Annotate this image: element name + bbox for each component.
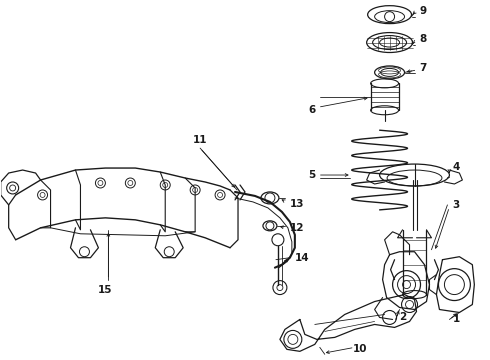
Text: 7: 7 <box>419 63 427 73</box>
Text: 9: 9 <box>419 6 427 15</box>
Text: 5: 5 <box>309 170 316 180</box>
Text: 3: 3 <box>452 200 460 210</box>
Text: 4: 4 <box>452 162 460 172</box>
Text: 10: 10 <box>352 345 367 354</box>
Text: 14: 14 <box>295 253 310 263</box>
Text: 1: 1 <box>452 314 460 324</box>
Text: 11: 11 <box>193 135 207 145</box>
Text: 13: 13 <box>290 199 304 209</box>
Text: 6: 6 <box>309 105 316 115</box>
Text: 12: 12 <box>290 223 304 233</box>
Text: 8: 8 <box>419 33 427 44</box>
Text: 15: 15 <box>98 285 113 294</box>
Text: 2: 2 <box>399 312 407 323</box>
